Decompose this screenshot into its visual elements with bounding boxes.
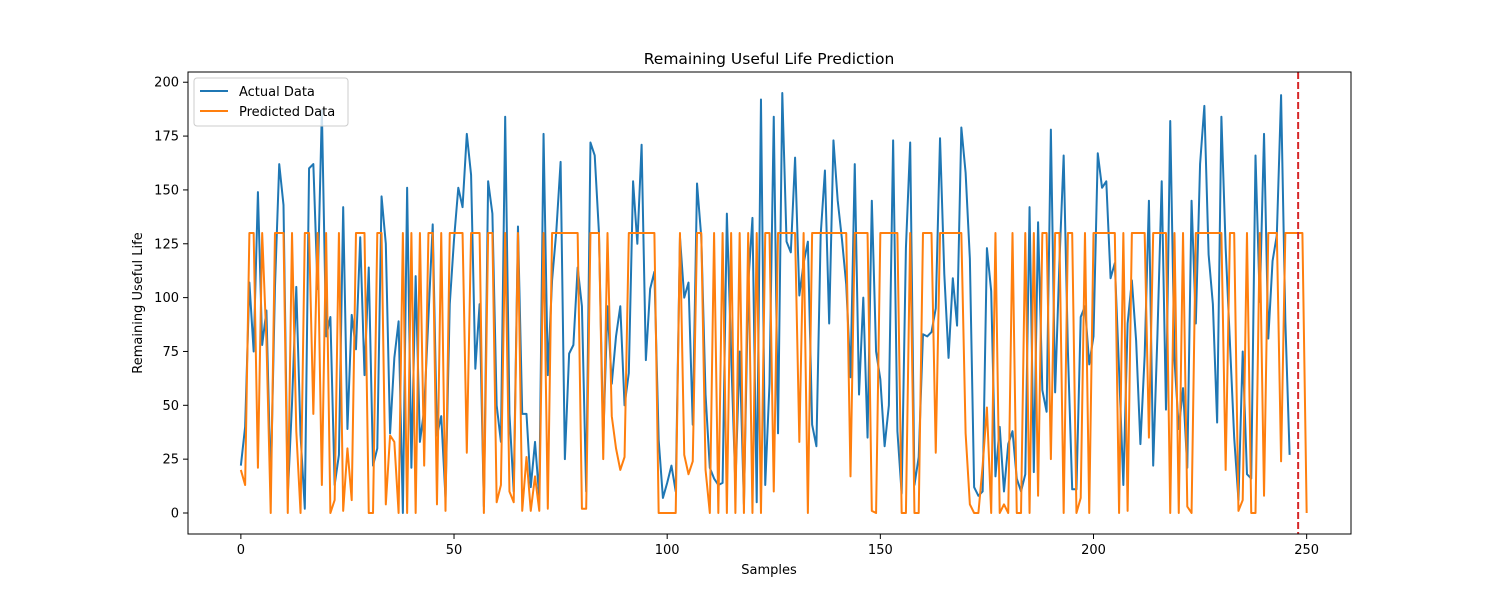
y-axis: 0 25 50 75 100 125 150 175 200 xyxy=(154,76,188,522)
x-tick-label: 50 xyxy=(446,543,463,558)
legend-box xyxy=(193,77,349,127)
y-tick-label: 175 xyxy=(154,130,179,145)
x-axis-title: Samples xyxy=(741,563,797,578)
legend-label-predicted: Predicted Data xyxy=(239,105,335,120)
y-axis-title: Remaining Useful Life xyxy=(131,232,146,373)
y-tick-label: 0 xyxy=(171,507,179,522)
x-tick-label: 200 xyxy=(1081,543,1106,558)
x-axis: 0 50 100 150 200 250 xyxy=(237,534,1319,558)
legend-label-actual: Actual Data xyxy=(239,85,315,100)
series-line-predicted xyxy=(239,232,1308,514)
x-tick-label: 0 xyxy=(237,543,245,558)
y-tick-label: 150 xyxy=(154,183,179,198)
series-layer xyxy=(239,92,1308,514)
chart-title: Remaining Useful Life Prediction xyxy=(644,50,895,68)
y-tick-label: 200 xyxy=(154,76,179,91)
y-tick-label: 50 xyxy=(162,399,179,414)
x-tick-label: 250 xyxy=(1294,543,1319,558)
y-tick-label: 100 xyxy=(154,291,179,306)
x-tick-label: 100 xyxy=(655,543,680,558)
x-tick-label: 150 xyxy=(868,543,893,558)
plot-frame xyxy=(187,71,1352,535)
y-tick-label: 25 xyxy=(162,453,179,468)
series-line-actual xyxy=(239,92,1291,514)
y-tick-label: 75 xyxy=(162,345,179,360)
y-tick-label: 125 xyxy=(154,237,179,252)
legend: Actual Data Predicted Data xyxy=(193,77,349,127)
